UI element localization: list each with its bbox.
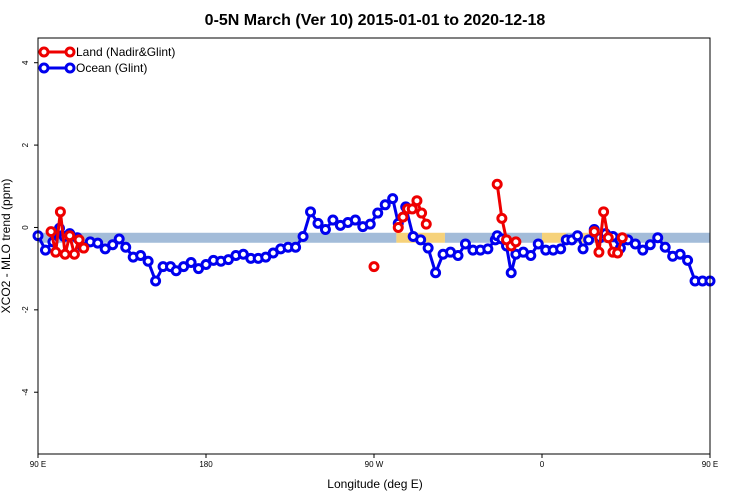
- series-land-point: [593, 246, 605, 258]
- series-ocean-point: [364, 218, 376, 230]
- series-ocean-point: [349, 214, 361, 226]
- legend: Land (Nadir&Glint) Ocean (Glint): [38, 45, 175, 75]
- series-ocean-point: [571, 230, 583, 242]
- series-ocean-point: [525, 249, 537, 261]
- series-ocean-point: [532, 238, 544, 250]
- series-ocean-point: [312, 217, 324, 229]
- series-land-point: [64, 230, 76, 242]
- series-land-point: [68, 248, 80, 260]
- chart-title: 0-5N March (Ver 10) 2015-01-01 to 2020-1…: [205, 12, 546, 29]
- series-ocean-point: [113, 233, 125, 245]
- series-land-point: [588, 226, 600, 238]
- series-ocean-point: [92, 237, 104, 249]
- series-ocean-point: [372, 207, 384, 219]
- legend-land-label: Land (Nadir&Glint): [76, 45, 175, 59]
- x-tick-label: 90 E: [702, 460, 718, 469]
- series-ocean-point: [319, 224, 331, 236]
- series-land-point: [602, 232, 614, 244]
- x-axis-label: Longitude (deg E): [327, 477, 422, 491]
- plot-frame: [37, 37, 711, 455]
- series-ocean-point: [415, 234, 427, 246]
- series-ocean-point: [290, 241, 302, 253]
- series-land-point: [612, 247, 624, 259]
- series-layer: [32, 178, 716, 287]
- series-land-point: [54, 206, 66, 218]
- series-ocean-point: [107, 239, 119, 251]
- series-ocean-point: [452, 249, 464, 261]
- band-segment-ocean: [588, 232, 710, 243]
- series-land-point: [45, 226, 57, 238]
- legend-ocean-marker: [38, 62, 50, 74]
- x-tick-label: 90 W: [365, 460, 384, 469]
- series-ocean-point: [505, 267, 517, 279]
- series-land-point: [510, 236, 522, 248]
- series-ocean-point: [150, 275, 162, 287]
- series-ocean-point: [379, 199, 391, 211]
- series-land-point: [420, 218, 432, 230]
- series-ocean-point: [120, 241, 132, 253]
- series-land-point: [392, 221, 404, 233]
- legend-land-marker: [38, 46, 50, 58]
- series-ocean-point: [387, 193, 399, 205]
- series-land-point: [598, 206, 610, 218]
- y-tick-label: -4: [21, 388, 30, 396]
- series-land-point: [491, 178, 503, 190]
- series-land-point: [416, 207, 428, 219]
- series-ocean-point: [482, 243, 494, 255]
- y-tick-label: 0: [21, 225, 30, 230]
- series-ocean-point: [185, 256, 197, 268]
- series-ocean-point: [637, 244, 649, 256]
- series-ocean-point: [577, 243, 589, 255]
- y-tick-label: 4: [21, 60, 30, 65]
- series-land-point: [406, 203, 418, 215]
- x-axis: 90 E 180 90 W 0 90 E: [30, 454, 718, 469]
- series-ocean-point: [555, 243, 567, 255]
- y-tick-label: 2: [21, 142, 30, 147]
- series-ocean-point: [659, 241, 671, 253]
- series-ocean-point: [674, 248, 686, 260]
- series-ocean-point: [305, 206, 317, 218]
- series-ocean-point: [297, 231, 309, 243]
- x-tick-label: 180: [199, 460, 213, 469]
- legend-ocean-marker: [64, 62, 76, 74]
- series-land-point: [496, 212, 508, 224]
- series-ocean-point: [327, 214, 339, 226]
- series-land-point: [59, 248, 71, 260]
- series-ocean-point: [629, 238, 641, 250]
- band-segment-ocean: [38, 232, 397, 243]
- series-land-point: [411, 195, 423, 207]
- legend-land-marker: [64, 46, 76, 58]
- series-land-point: [368, 261, 380, 273]
- series-land-point: [78, 242, 90, 254]
- series-ocean-point: [422, 242, 434, 254]
- band-segment-land: [542, 232, 567, 243]
- series-ocean-point: [682, 254, 694, 266]
- series-land-point: [397, 211, 409, 223]
- series-ocean-point: [644, 239, 656, 251]
- series-land-point: [73, 234, 85, 246]
- series-land-point: [616, 232, 628, 244]
- series-land-point: [50, 246, 62, 258]
- series-ocean-point: [142, 255, 154, 267]
- x-tick-label: 90 E: [30, 460, 46, 469]
- legend-ocean-label: Ocean (Glint): [76, 61, 147, 75]
- series-ocean-point: [135, 249, 147, 261]
- series-ocean-point: [430, 267, 442, 279]
- y-axis-label: XCO2 - MLO trend (ppm): [0, 179, 13, 314]
- series-ocean-point: [459, 238, 471, 250]
- series-ocean-point: [583, 234, 595, 246]
- y-tick-label: -2: [21, 306, 30, 314]
- y-axis: -4 -2 0 2 4: [21, 60, 38, 396]
- series-ocean-point: [39, 244, 51, 256]
- series-ocean-point: [652, 232, 664, 244]
- x-tick-label: 0: [540, 460, 545, 469]
